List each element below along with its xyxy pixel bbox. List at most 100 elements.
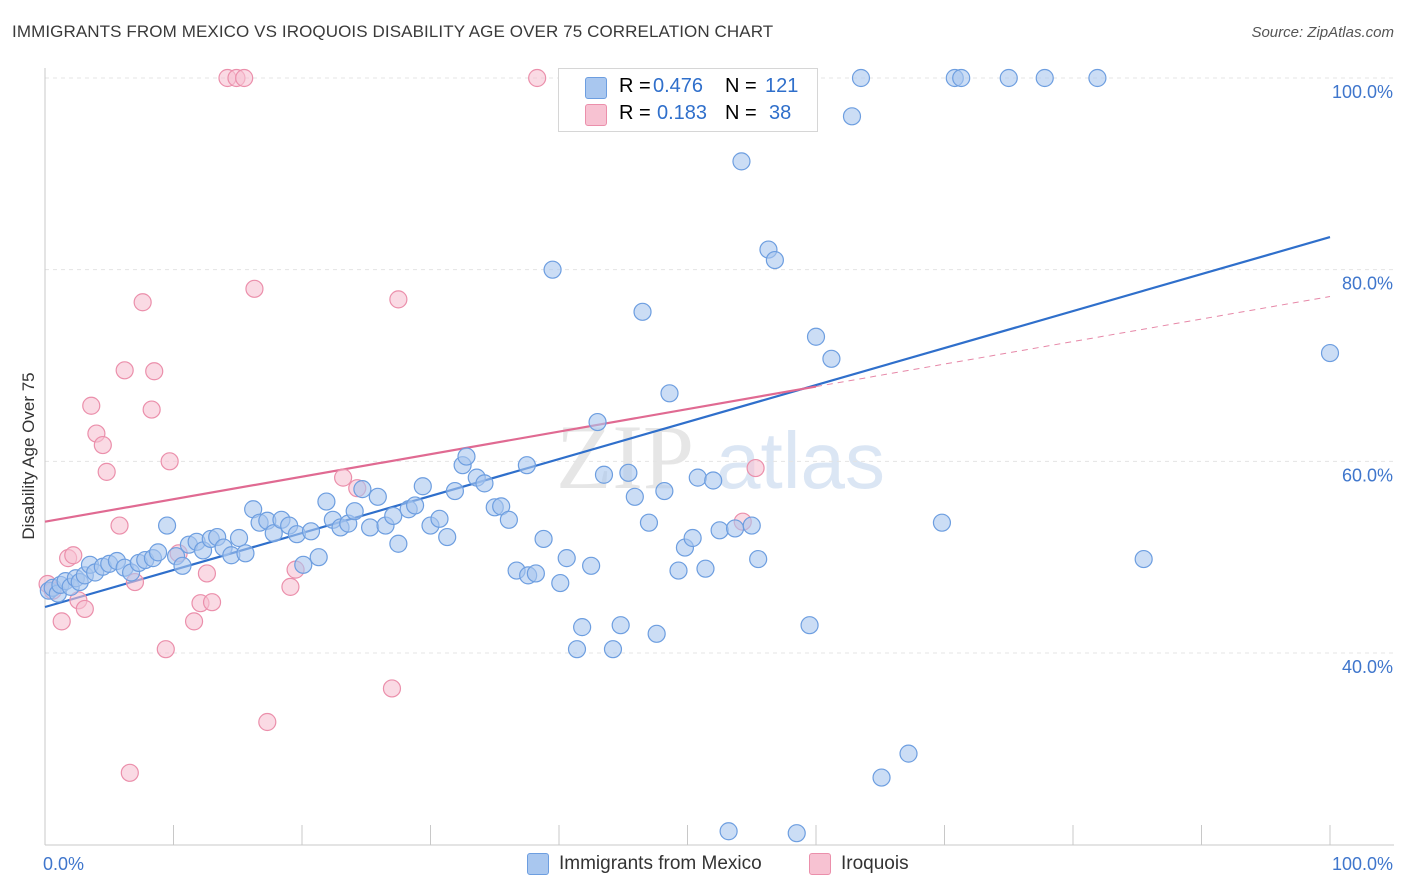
point-mexico <box>229 528 249 548</box>
legend-n-value-2: 38 <box>769 102 792 124</box>
y-tick-label-80: 80.0% <box>1342 274 1393 294</box>
point-mexico <box>567 640 587 659</box>
y-tick-label-100: 100.0% <box>1332 82 1393 102</box>
point-mexico <box>1035 68 1054 88</box>
point-mexico <box>719 822 738 841</box>
point-mexico <box>557 549 576 568</box>
point-mexico <box>345 502 364 521</box>
point-mexico <box>551 573 570 593</box>
point-iroquois <box>245 279 264 298</box>
point-mexico <box>625 487 644 506</box>
point-mexico <box>787 824 806 843</box>
point-mexico <box>611 616 630 635</box>
point-mexico <box>517 456 536 475</box>
point-iroquois <box>389 290 408 309</box>
point-mexico <box>430 509 449 528</box>
point-mexico <box>872 768 891 787</box>
point-mexico <box>1320 343 1340 363</box>
point-mexico <box>294 555 313 574</box>
legend-swatch-iroquois <box>585 104 607 126</box>
point-mexico <box>526 564 545 583</box>
trend-line-1 <box>44 236 1331 609</box>
point-mexico <box>368 487 387 506</box>
point-mexico <box>173 556 192 575</box>
point-mexico <box>582 556 601 575</box>
point-mexico <box>413 477 432 496</box>
legend-r-label-1: R = <box>619 75 651 97</box>
point-iroquois <box>133 293 152 312</box>
legend-r-value-1: 0.476 <box>653 75 704 97</box>
legend-label-mexico: Immigrants from Mexico <box>559 853 762 874</box>
point-iroquois <box>184 612 204 631</box>
point-iroquois <box>160 452 179 471</box>
data-points <box>38 68 1340 843</box>
correlation-legend: R = 0.476 N = 121 R = 0.183 N = 38 <box>558 68 818 132</box>
point-mexico <box>236 544 255 563</box>
point-mexico <box>309 548 328 567</box>
point-mexico <box>499 510 518 529</box>
trend-lines <box>44 236 1331 609</box>
point-mexico <box>1088 68 1107 88</box>
point-mexico <box>647 624 666 643</box>
point-mexico <box>742 516 761 535</box>
legend-n-label-1: N = <box>725 75 757 97</box>
point-mexico <box>800 616 819 635</box>
point-mexico <box>633 302 652 321</box>
point-mexico <box>405 496 425 515</box>
x-tick-label-min: 0.0% <box>43 854 84 874</box>
point-mexico <box>264 524 283 543</box>
point-iroquois <box>334 468 353 487</box>
point-mexico <box>725 519 745 538</box>
point-mexico <box>899 744 918 763</box>
point-mexico <box>822 349 841 368</box>
legend-swatch-bottom-mexico <box>527 853 549 875</box>
point-mexico <box>765 250 784 270</box>
point-mexico <box>492 497 511 516</box>
point-iroquois <box>75 599 94 619</box>
point-mexico <box>573 618 592 637</box>
watermark-atlas: atlas <box>716 416 885 505</box>
chart-title: IMMIGRANTS FROM MEXICO VS IROQUOIS DISAB… <box>12 22 774 41</box>
point-mexico <box>842 107 862 126</box>
point-mexico <box>475 474 494 493</box>
point-iroquois <box>258 712 277 732</box>
legend-swatch-mexico <box>585 77 607 99</box>
point-mexico <box>639 513 659 532</box>
point-iroquois <box>528 68 547 88</box>
trend-line-2 <box>44 385 817 523</box>
point-iroquois <box>82 396 101 415</box>
point-iroquois <box>115 361 134 380</box>
point-mexico <box>655 481 674 501</box>
point-mexico <box>710 521 729 540</box>
point-mexico <box>619 463 638 482</box>
point-mexico <box>361 518 380 537</box>
point-iroquois <box>52 612 71 631</box>
point-mexico <box>1134 549 1153 569</box>
tick-labels: 40.0% 60.0% 80.0% 100.0% 0.0% 100.0% <box>43 82 1393 874</box>
legend-r-value-2: 0.183 <box>657 102 708 124</box>
point-mexico <box>543 260 562 279</box>
point-mexico <box>148 543 168 562</box>
point-mexico <box>457 447 476 466</box>
point-mexico <box>806 327 826 346</box>
point-mexico <box>688 468 707 487</box>
y-axis-label: Disability Age Over 75 <box>19 372 38 539</box>
point-mexico <box>594 465 614 484</box>
source-credit: Source: ZipAtlas.com <box>1251 24 1394 41</box>
point-mexico <box>384 506 403 526</box>
point-mexico <box>301 522 321 541</box>
point-iroquois <box>142 400 161 419</box>
point-mexico <box>317 492 336 511</box>
point-iroquois <box>93 435 112 455</box>
point-iroquois <box>281 577 300 596</box>
point-iroquois <box>202 593 222 612</box>
point-mexico <box>683 528 702 548</box>
legend-label-iroquois: Iroquois <box>841 853 909 874</box>
point-mexico <box>696 559 715 578</box>
legend-swatch-bottom-iroquois <box>809 853 831 875</box>
point-mexico <box>389 534 408 553</box>
point-iroquois <box>145 362 164 381</box>
point-mexico <box>732 152 751 171</box>
point-mexico <box>438 527 457 547</box>
